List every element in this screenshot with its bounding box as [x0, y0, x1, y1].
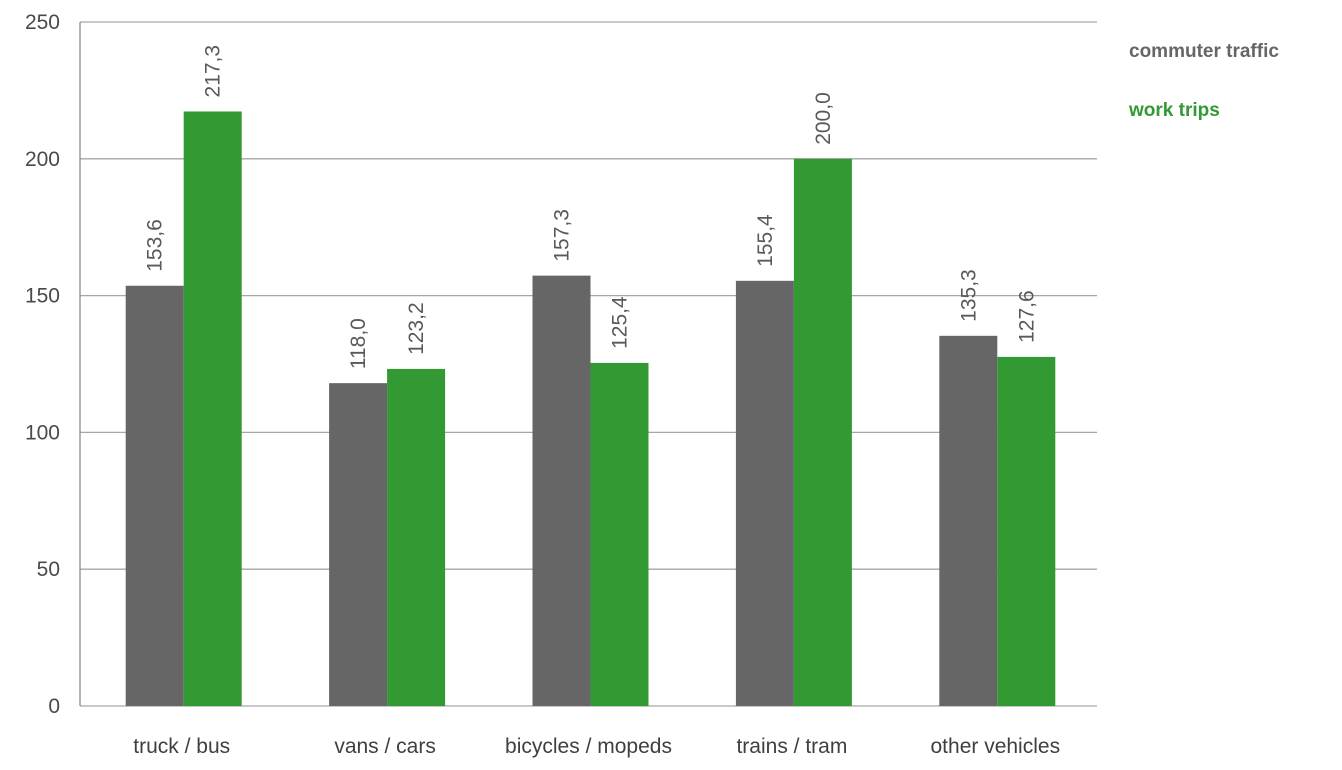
axes: 0 50 100 150 200 250 truck / bus vans / cars bic… — [25, 11, 1060, 758]
data-label: 153,6 — [144, 219, 167, 272]
bar-work-trips — [997, 356, 1056, 706]
data-label: 217,3 — [202, 45, 225, 98]
bar-work-trips — [183, 111, 242, 706]
legend-entry: work trips — [1128, 100, 1220, 121]
y-tick-label: 250 — [25, 11, 60, 34]
bar-commuter-traffic — [939, 335, 998, 706]
bars — [125, 111, 1056, 707]
legend: commuter traffic work trips — [1128, 41, 1279, 121]
y-tick-label: 50 — [37, 558, 60, 581]
data-labels: 153,6 217,3 118,0 123,2 157,3 125,4 155,4 200,0… — [144, 45, 1039, 369]
legend-entry: commuter traffic — [1129, 41, 1279, 62]
bar-work-trips — [387, 368, 446, 706]
data-label: 155,4 — [754, 214, 777, 267]
bar-commuter-traffic — [125, 285, 184, 706]
bar-commuter-traffic — [329, 383, 388, 706]
data-label: 157,3 — [551, 209, 574, 262]
x-tick-label: trains / tram — [736, 735, 847, 758]
bar-commuter-traffic — [532, 275, 591, 706]
data-label: 125,4 — [609, 296, 632, 349]
y-tick-label: 0 — [48, 695, 60, 718]
data-label: 123,2 — [405, 302, 428, 355]
data-label: 200,0 — [812, 92, 835, 145]
bar-work-trips — [590, 362, 649, 706]
data-label: 118,0 — [347, 318, 370, 369]
x-tick-label: bicycles / mopeds — [505, 735, 672, 758]
y-tick-label: 200 — [25, 148, 60, 171]
data-label: 135,3 — [957, 269, 980, 322]
y-tick-label: 100 — [25, 421, 60, 444]
x-tick-label: vans / cars — [334, 735, 436, 758]
x-tick-label: truck / bus — [133, 735, 230, 758]
bar-commuter-traffic — [735, 280, 794, 706]
bar-work-trips — [793, 158, 852, 707]
x-tick-label: other vehicles — [931, 735, 1061, 758]
data-label: 127,6 — [1015, 290, 1038, 343]
y-tick-label: 150 — [25, 285, 60, 308]
